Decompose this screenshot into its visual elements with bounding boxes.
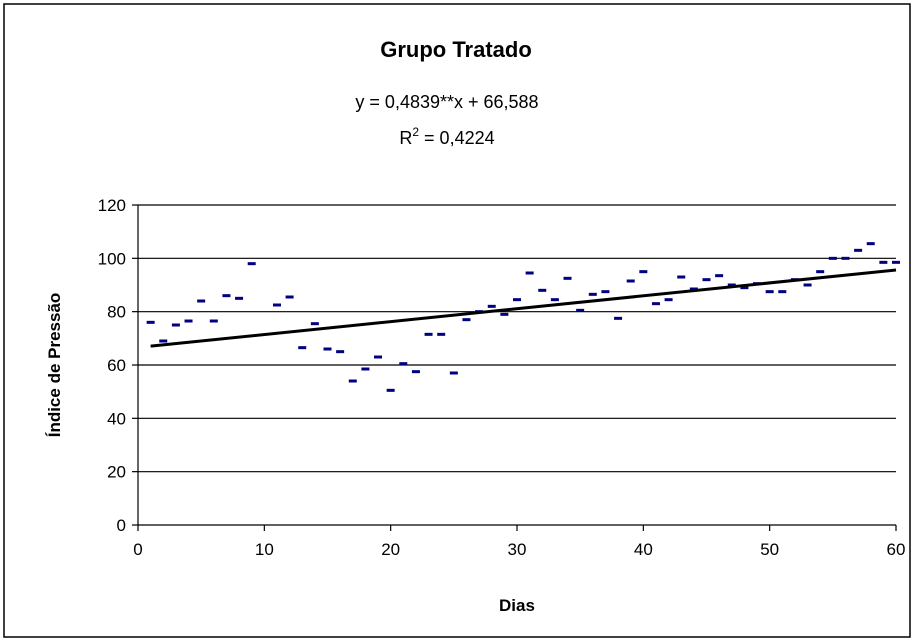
data-point: [828, 256, 837, 260]
data-point: [601, 290, 610, 294]
data-point: [184, 319, 193, 323]
data-point: [639, 270, 648, 274]
data-point: [411, 370, 420, 374]
data-point: [323, 347, 332, 351]
data-point: [841, 256, 850, 260]
data-point: [879, 260, 888, 264]
data-point: [146, 320, 155, 324]
data-point: [500, 312, 509, 316]
data-point: [525, 271, 534, 275]
gridlines: [138, 204, 896, 473]
data-point: [538, 288, 547, 292]
data-point: [677, 275, 686, 279]
data-point: [892, 260, 900, 264]
data-point: [336, 350, 345, 354]
data-point: [235, 296, 244, 300]
x-tick-label: 50: [760, 540, 779, 559]
data-point: [803, 283, 812, 287]
data-point: [159, 339, 168, 343]
data-point: [247, 262, 256, 266]
data-point: [651, 302, 660, 306]
data-point: [563, 276, 572, 280]
x-tick-labels: 0 10 20 30 40 50 60: [133, 525, 905, 559]
data-point: [866, 242, 875, 246]
y-tick-label: 60: [107, 356, 126, 375]
data-point: [550, 298, 559, 302]
data-point: [727, 283, 736, 287]
data-point: [310, 322, 319, 326]
data-point: [626, 279, 635, 283]
x-tick-label: 40: [634, 540, 653, 559]
data-point: [765, 290, 774, 294]
data-points: [146, 242, 900, 392]
r-squared-value: = 0,4224: [419, 128, 495, 148]
y-tick-label: 80: [107, 303, 126, 322]
data-point: [285, 295, 294, 299]
r-squared: R2 = 0,4224: [399, 125, 494, 148]
x-tick-label: 60: [887, 540, 906, 559]
data-point: [361, 367, 370, 371]
data-point: [715, 274, 724, 278]
data-point: [576, 308, 585, 312]
data-point: [298, 346, 307, 350]
data-point: [854, 248, 863, 252]
data-point: [689, 287, 698, 291]
data-point: [449, 371, 458, 375]
data-point: [272, 303, 281, 307]
data-point: [588, 292, 597, 296]
data-point: [222, 294, 231, 298]
x-tick-label: 0: [133, 540, 142, 559]
chart-title: Grupo Tratado: [380, 37, 532, 62]
data-point: [664, 298, 673, 302]
trendline: [150, 268, 897, 348]
x-tick-label: 20: [381, 540, 400, 559]
data-point: [399, 362, 408, 366]
x-axis-title: Dias: [499, 596, 535, 615]
trendline-equation: y = 0,4839**x + 66,588: [355, 92, 538, 112]
data-point: [778, 290, 787, 294]
data-point: [424, 332, 433, 336]
data-point: [197, 299, 206, 303]
data-point: [816, 270, 825, 274]
x-tick-label: 30: [508, 540, 527, 559]
data-point: [209, 319, 218, 323]
y-axis-title: Índice de Pressão: [45, 293, 64, 438]
data-point: [513, 298, 521, 302]
data-point: [462, 318, 471, 322]
data-point: [171, 323, 180, 327]
data-point: [437, 332, 446, 336]
data-point: [386, 388, 395, 392]
x-tick-label: 10: [255, 540, 274, 559]
data-point: [487, 304, 496, 308]
data-point: [374, 355, 383, 359]
r-squared-prefix: R: [399, 128, 412, 148]
y-tick-label: 40: [107, 409, 126, 428]
trendline-layer: [150, 268, 897, 348]
y-tick-label: 120: [98, 196, 126, 215]
y-tick-labels: 0 20 40 60 80 100 120: [98, 196, 138, 535]
data-point: [740, 286, 749, 290]
data-point: [348, 379, 357, 383]
data-point: [614, 316, 623, 320]
r-squared-exponent: 2: [412, 125, 419, 139]
y-tick-label: 100: [98, 249, 126, 268]
y-tick-label: 0: [117, 516, 126, 535]
data-point: [702, 278, 711, 282]
y-tick-label: 20: [107, 463, 126, 482]
chart-frame: [3, 3, 911, 638]
